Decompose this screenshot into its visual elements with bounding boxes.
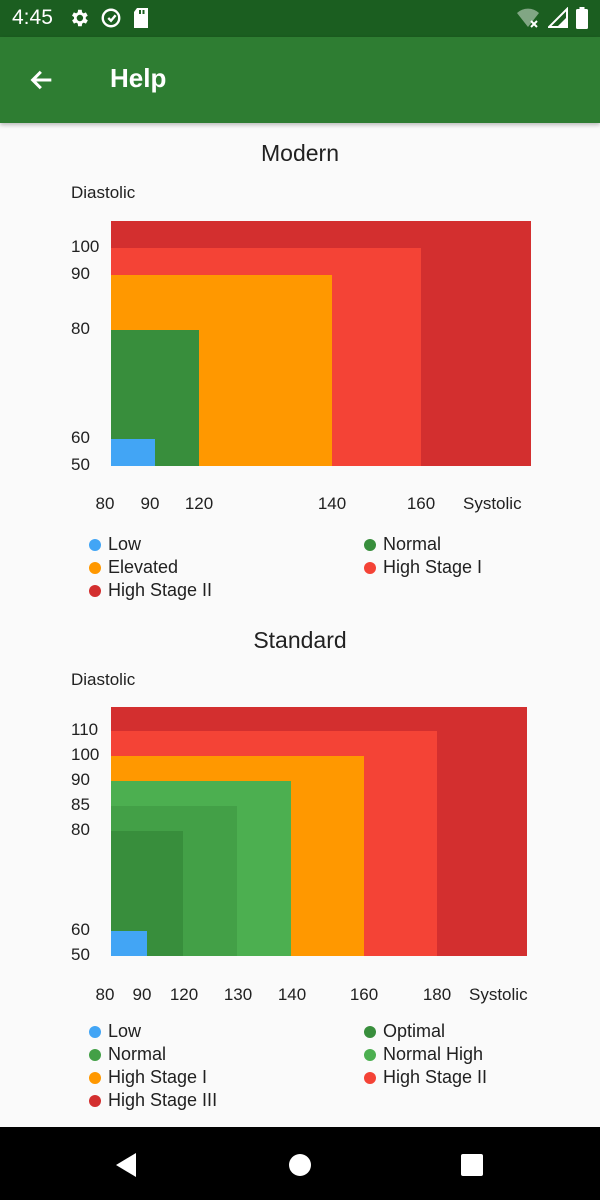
legend-label: Normal <box>108 1044 167 1064</box>
modern-x-tick: 160 <box>406 494 436 513</box>
standard-x-axis-label: Systolic <box>469 985 528 1004</box>
modern-y-axis-label: Diastolic <box>71 183 136 202</box>
modern-x-tick: 140 <box>317 494 347 513</box>
standard-y-axis-label: Diastolic <box>71 670 136 689</box>
legend-dot <box>364 1071 376 1084</box>
sync-icon <box>101 8 121 28</box>
legend-dot <box>364 1048 376 1061</box>
modern-y-tick: 60 <box>71 428 90 447</box>
legend-item: Normal <box>364 534 441 555</box>
legend-label: High Stage I <box>108 1067 208 1087</box>
modern-chart <box>111 221 531 466</box>
status-icons-right <box>516 7 588 29</box>
status-icons-left <box>68 7 150 29</box>
wifi-off-icon <box>517 8 539 28</box>
standard-x-tick: 90 <box>132 985 152 1004</box>
legend-item: Normal High <box>364 1044 483 1065</box>
legend-label: High Stage II <box>383 1067 488 1087</box>
nav-recents-button[interactable] <box>454 1147 490 1183</box>
standard-x-tick: 130 <box>223 985 253 1004</box>
standard-y-tick: 80 <box>71 820 90 839</box>
legend-label: Normal High <box>383 1044 484 1064</box>
standard-x-tick: 120 <box>169 985 199 1004</box>
standard-y-tick: 90 <box>71 770 90 789</box>
arrow-back-icon <box>30 70 52 90</box>
legend-label: Elevated <box>108 557 179 577</box>
modern-x-tick: 120 <box>184 494 214 513</box>
legend-label: Normal <box>383 534 442 554</box>
legend-dot <box>89 561 101 574</box>
sd-card-icon <box>134 8 148 28</box>
legend-item: High Stage II <box>89 580 212 601</box>
status-time: 4:45 <box>12 6 53 29</box>
legend-item: Low <box>89 1021 141 1042</box>
standard-x-tick: 160 <box>349 985 379 1004</box>
modern-x-tick: 80 <box>95 494 115 513</box>
status-bar: 4:45 <box>0 0 600 37</box>
modern-x-axis-label: Systolic <box>463 494 522 513</box>
modern-y-tick: 80 <box>71 319 90 338</box>
legend-label: High Stage I <box>383 557 483 577</box>
legend-dot <box>364 1025 376 1038</box>
legend-dot <box>89 1048 101 1061</box>
modern-section-title: Modern <box>261 140 339 166</box>
standard-section-title: Standard <box>253 627 347 653</box>
legend-item: Optimal <box>364 1021 445 1042</box>
back-button[interactable] <box>22 60 62 100</box>
page-title: Help <box>110 63 167 93</box>
legend-item: High Stage II <box>364 1067 487 1088</box>
home-circle-icon <box>289 1154 311 1176</box>
standard-y-tick: 60 <box>71 920 90 939</box>
legend-dot <box>89 1025 101 1038</box>
standard-chart <box>111 707 527 956</box>
nav-back-button[interactable] <box>108 1147 144 1183</box>
legend-label: High Stage II <box>108 580 213 600</box>
zone-low <box>111 439 155 466</box>
legend-dot <box>364 561 376 574</box>
nav-home-button[interactable] <box>282 1147 318 1183</box>
navigation-bar <box>0 1127 600 1200</box>
legend-label: Low <box>108 1021 142 1041</box>
modern-y-tick: 100 <box>71 237 100 256</box>
modern-y-tick: 50 <box>71 455 90 474</box>
zone-low <box>111 931 147 956</box>
standard-y-tick: 50 <box>71 945 90 964</box>
modern-y-tick: 90 <box>71 264 90 283</box>
standard-x-tick: 140 <box>277 985 307 1004</box>
recents-square-icon <box>461 1154 483 1176</box>
standard-x-tick: 80 <box>95 985 115 1004</box>
legend-dot <box>364 538 376 551</box>
app-bar: Help <box>0 37 600 123</box>
legend-item: Normal <box>89 1044 166 1065</box>
gear-icon <box>72 9 88 27</box>
legend-label: Low <box>108 534 142 554</box>
legend-dot <box>89 584 101 597</box>
signal-icon <box>548 7 568 28</box>
standard-y-tick: 100 <box>71 745 100 764</box>
battery-icon <box>576 7 588 29</box>
legend-dot <box>89 1071 101 1084</box>
legend-item: High Stage III <box>89 1090 217 1111</box>
back-triangle-icon <box>116 1153 136 1177</box>
standard-y-tick: 110 <box>71 720 99 739</box>
legend-dot <box>89 538 101 551</box>
legend-dot <box>89 1094 101 1107</box>
legend-item: Low <box>89 534 141 555</box>
standard-x-tick: 180 <box>422 985 452 1004</box>
legend-item: High Stage I <box>89 1067 207 1088</box>
standard-y-tick: 85 <box>71 795 90 814</box>
modern-x-tick: 90 <box>140 494 160 513</box>
legend-label: Optimal <box>383 1021 446 1041</box>
legend-label: High Stage III <box>108 1090 218 1110</box>
legend-item: High Stage I <box>364 557 482 578</box>
legend-item: Elevated <box>89 557 178 578</box>
